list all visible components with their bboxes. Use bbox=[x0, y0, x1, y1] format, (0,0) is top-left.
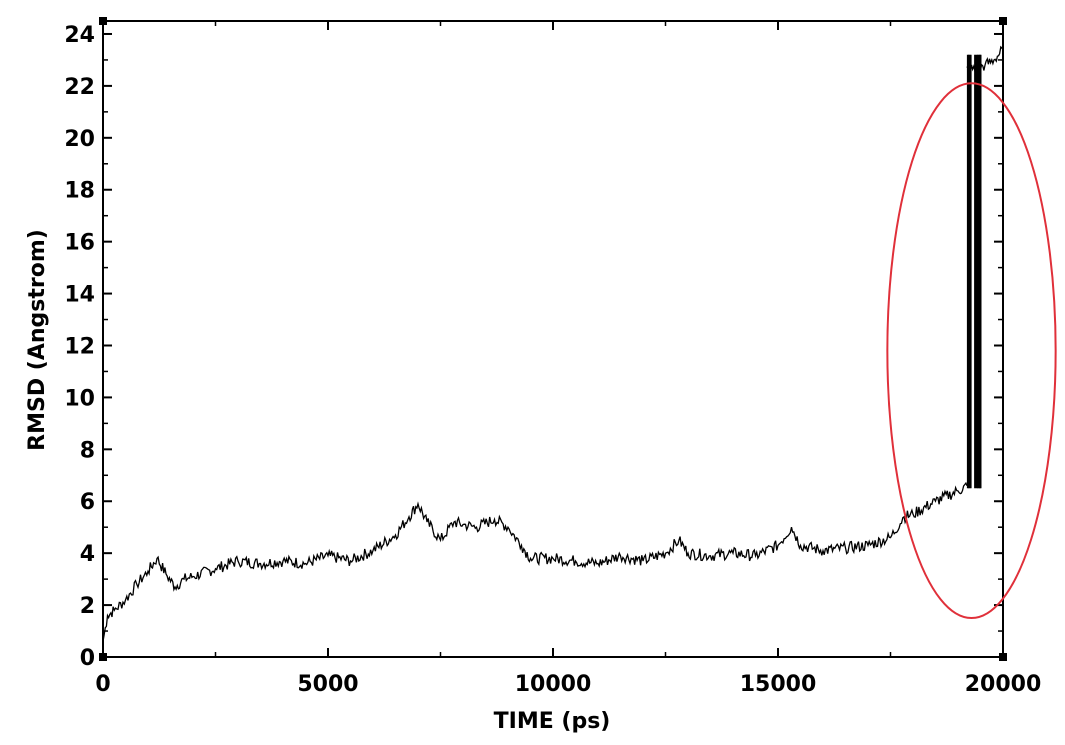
y-tick-label: 16 bbox=[64, 231, 95, 256]
rmsd-series bbox=[102, 45, 1004, 642]
y-tick-label: 4 bbox=[80, 542, 95, 567]
y-tick-label: 2 bbox=[80, 594, 95, 619]
x-tick-label: 20000 bbox=[965, 672, 1042, 697]
series-line-0 bbox=[102, 481, 968, 642]
y-tick-label: 20 bbox=[64, 127, 95, 152]
y-tick-label: 10 bbox=[64, 386, 95, 411]
y-tick-label: 8 bbox=[80, 438, 95, 463]
annotation-layer bbox=[886, 82, 1057, 620]
highlight-ellipse bbox=[886, 82, 1057, 620]
y-tick-label: 22 bbox=[64, 75, 95, 100]
y-tick-label: 18 bbox=[64, 179, 95, 204]
x-tick-label: 5000 bbox=[297, 672, 358, 697]
x-tick-label: 10000 bbox=[515, 672, 592, 697]
y-tick-label: 12 bbox=[64, 334, 95, 359]
x-tick-label: 0 bbox=[95, 672, 110, 697]
series-line-1 bbox=[966, 45, 1004, 74]
y-tick-label: 0 bbox=[80, 646, 95, 671]
axis-ticks bbox=[102, 21, 1004, 658]
x-tick-label: 15000 bbox=[740, 672, 817, 697]
y-tick-label: 24 bbox=[64, 23, 95, 48]
y-tick-label: 6 bbox=[80, 490, 95, 515]
y-axis-title: RMSD (Angstrom) bbox=[25, 229, 50, 451]
y-tick-label: 14 bbox=[64, 283, 95, 308]
x-axis-title: TIME (ps) bbox=[494, 709, 611, 734]
